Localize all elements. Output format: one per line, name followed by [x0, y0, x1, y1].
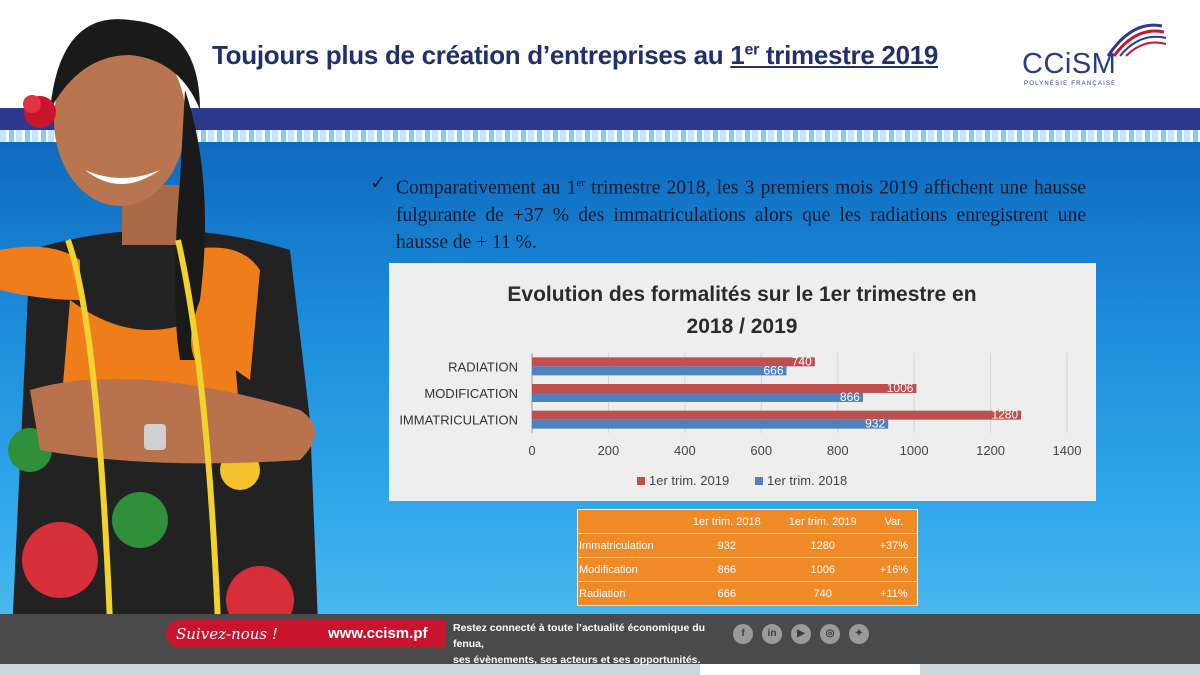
title-ordinal: 1	[730, 40, 745, 70]
table-cell: Immatriculation	[577, 533, 679, 558]
logo-subtitle: POLYNÉSIE FRANÇAISE	[1024, 81, 1117, 87]
title-underlined: 1er trimestre 2019	[730, 40, 938, 70]
footer-strip	[0, 664, 1200, 675]
legend-swatch	[637, 477, 645, 485]
table-cell: 1006	[774, 557, 871, 582]
woman-photo	[0, 19, 320, 675]
table-header-cell	[577, 509, 679, 534]
bullet-text-sup: er	[576, 177, 585, 189]
header-band	[0, 108, 1200, 130]
bar	[532, 410, 1022, 420]
chart-category-labels: RADIATION MODIFICATION IMMATRICULATION	[399, 359, 518, 427]
tick-label: 800	[827, 443, 849, 458]
table-cell: +11%	[870, 581, 918, 606]
bar	[532, 419, 889, 429]
tick-label: 200	[598, 443, 620, 458]
logo-swoosh-icon	[1106, 23, 1167, 57]
chart-title-line1: Evolution des formalités sur le 1er trim…	[507, 283, 976, 306]
data-label: 866	[840, 390, 860, 404]
tick-label: 1000	[900, 443, 929, 458]
bullet-text-part1: Comparativement au 1	[396, 177, 577, 199]
table-cell: 866	[678, 557, 775, 582]
tick-label: 0	[528, 443, 535, 458]
data-table: 1er trim. 2018 1er trim. 2019 Var. Immat…	[577, 509, 918, 606]
table-header-cell: 1er trim. 2019	[774, 509, 871, 534]
table-cell: 740	[774, 581, 871, 606]
bullet-text-part2: trimestre 2018, les 3 premiers mois 2019…	[396, 177, 1086, 253]
footer-text-line1: Restez connecté à toute l’actualité écon…	[453, 622, 706, 650]
category-label: IMMATRICULATION	[399, 413, 518, 428]
bar	[532, 393, 863, 402]
bar	[532, 357, 815, 367]
data-label: 740	[792, 354, 812, 368]
ccism-logo: CCiSM POLYNÉSIE FRANÇAISE	[1020, 18, 1170, 90]
title-ordinal-sup: er	[744, 41, 759, 59]
table-cell: Modification	[577, 557, 679, 582]
instagram-icon[interactable]: ◎	[820, 624, 840, 644]
title-main: Toujours plus de création d’entreprises …	[212, 40, 731, 70]
logo-text: CCiSM	[1022, 48, 1117, 80]
footer-text-line2: ses évènements, ses acteurs et ses oppor…	[453, 654, 701, 666]
category-label: MODIFICATION	[424, 386, 518, 401]
website-url: www.ccism.pf	[328, 625, 428, 642]
chart-title-line2: 2018 / 2019	[687, 315, 798, 338]
youtube-icon[interactable]: ▶	[791, 624, 811, 644]
pattern-band	[0, 130, 1200, 142]
table-cell: +16%	[870, 557, 918, 582]
table-row: Modification 866 1006 +16%	[577, 557, 918, 582]
table-row: Radiation 666 740 +11%	[577, 581, 918, 606]
title-period: trimestre 2019	[759, 40, 939, 70]
facebook-icon[interactable]: f	[733, 624, 753, 644]
tick-label: 1400	[1053, 443, 1082, 458]
legend-label: 1er trim. 2019	[649, 473, 729, 488]
bar	[532, 384, 917, 393]
bar-chart: Evolution des formalités sur le 1er trim…	[389, 263, 1096, 501]
table-header-row: 1er trim. 2018 1er trim. 2019 Var.	[577, 509, 918, 534]
tick-label: 600	[750, 443, 772, 458]
table-header-cell: Var.	[870, 509, 918, 534]
follow-us-link[interactable]: Suivez-nous ! www.ccism.pf	[166, 620, 446, 648]
checkmark-icon: ✓	[370, 173, 387, 194]
bullet-paragraph: ✓ Comparativement au 1er trimestre 2018,…	[370, 170, 1086, 256]
table-cell: +37%	[870, 533, 918, 558]
chart-tick-labels: 0 200 400 600 800 1000 1200 1400	[528, 443, 1081, 458]
table-header-cell: 1er trim. 2018	[678, 509, 775, 534]
legend-swatch	[755, 477, 763, 485]
linkedin-icon[interactable]: in	[762, 624, 782, 644]
chart-svg: Evolution des formalités sur le 1er trim…	[399, 283, 1081, 488]
twitter-icon[interactable]: ✦	[849, 624, 869, 644]
table-cell: 932	[678, 533, 775, 558]
table-cell: 666	[678, 581, 775, 606]
table-cell: 1280	[774, 533, 871, 558]
data-label: 932	[865, 417, 885, 431]
page-title: Toujours plus de création d’entreprises …	[212, 40, 938, 71]
table-cell: Radiation	[577, 581, 679, 606]
legend-label: 1er trim. 2018	[767, 473, 847, 488]
tick-label: 400	[674, 443, 696, 458]
chart-legend: 1er trim. 2019 1er trim. 2018	[637, 473, 847, 488]
chart-bars: 740 666 1006 866 1280 932	[532, 354, 1022, 431]
category-label: RADIATION	[448, 359, 518, 374]
table-row: Immatriculation 932 1280 +37%	[577, 533, 918, 558]
bullet-text: Comparativement au 1er trimestre 2018, l…	[396, 170, 1086, 256]
follow-us-label: Suivez-nous !	[176, 625, 278, 643]
footer-strip-highlight	[700, 664, 920, 675]
data-label: 666	[763, 363, 783, 377]
data-label: 1280	[991, 408, 1018, 422]
bar	[532, 366, 787, 376]
tick-label: 1200	[976, 443, 1005, 458]
footer-text: Restez connecté à toute l’actualité écon…	[453, 620, 738, 668]
data-label: 1006	[887, 381, 914, 395]
